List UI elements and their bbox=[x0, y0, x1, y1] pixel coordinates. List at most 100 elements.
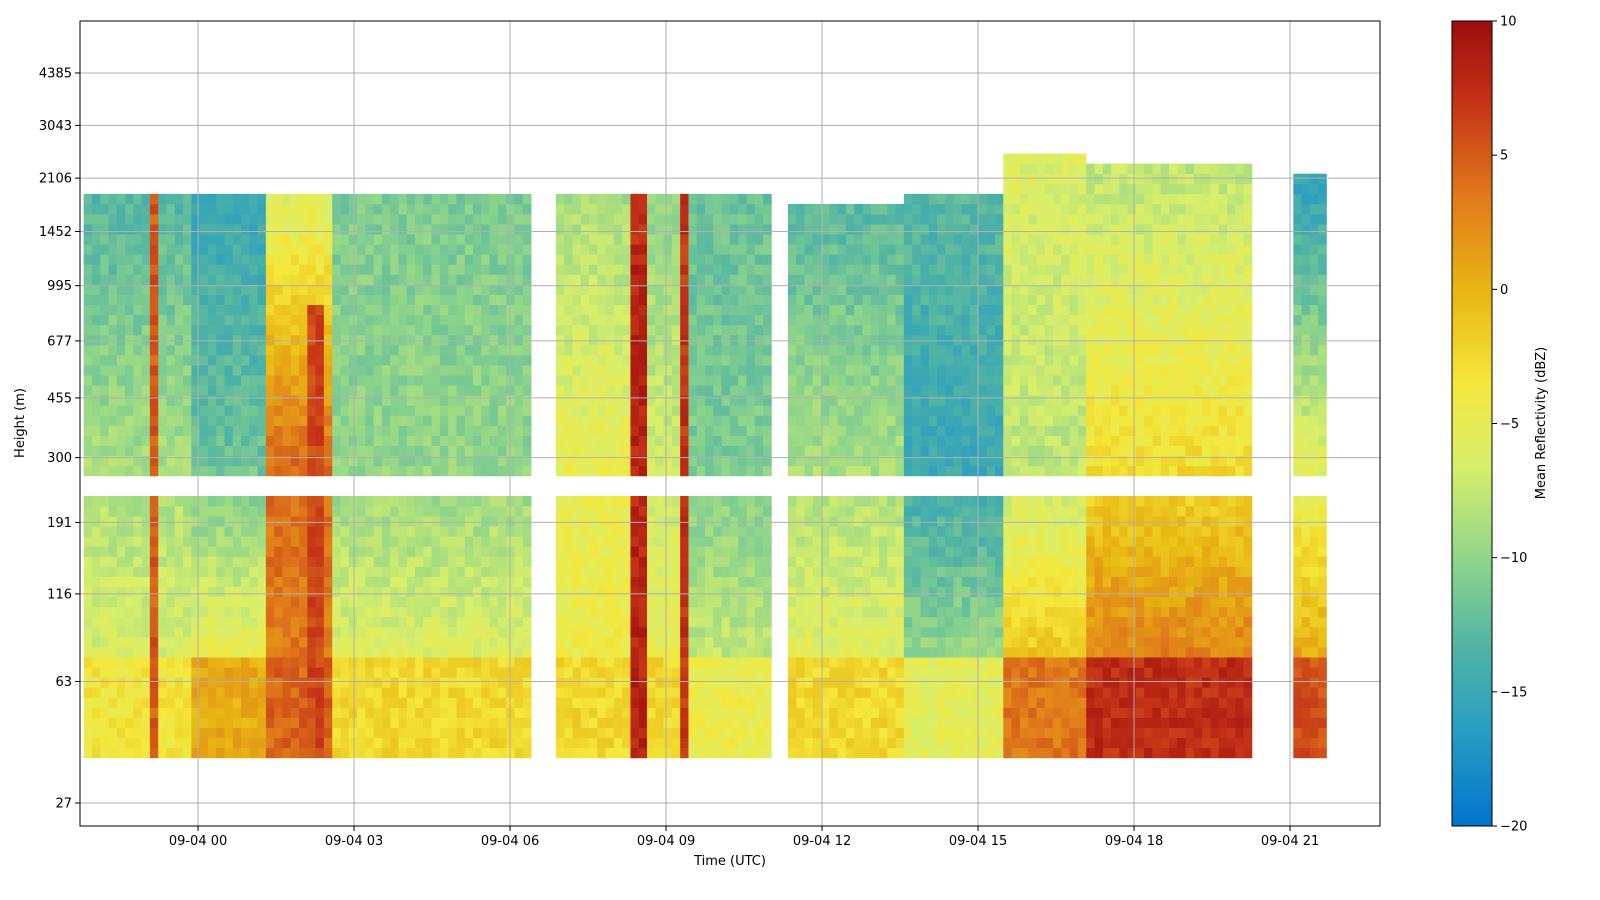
heatmap-cell bbox=[879, 365, 888, 376]
heatmap-cell bbox=[497, 707, 507, 718]
heatmap-cell bbox=[249, 707, 259, 718]
heatmap-cell bbox=[680, 647, 689, 658]
heatmap-cell bbox=[497, 546, 507, 557]
heatmap-cell bbox=[605, 365, 615, 376]
heatmap-cell bbox=[613, 707, 623, 718]
heatmap-cell bbox=[605, 647, 615, 658]
heatmap-cell bbox=[613, 566, 623, 577]
heatmap-cell bbox=[879, 445, 888, 457]
heatmap-cell bbox=[415, 626, 424, 638]
heatmap-cell bbox=[373, 234, 383, 245]
heatmap-cell bbox=[415, 546, 424, 557]
heatmap-cell bbox=[348, 385, 358, 396]
heatmap-cell bbox=[116, 415, 126, 426]
heatmap-cell bbox=[589, 657, 598, 668]
heatmap-cell bbox=[845, 284, 855, 295]
heatmap-cell bbox=[415, 224, 424, 235]
heatmap-cell bbox=[564, 395, 573, 406]
heatmap-cell bbox=[597, 395, 607, 406]
heatmap-cell bbox=[116, 344, 126, 356]
heatmap-cell bbox=[473, 526, 482, 537]
heatmap-cell bbox=[705, 264, 714, 275]
heatmap-cell bbox=[638, 727, 648, 739]
heatmap-cell bbox=[787, 737, 797, 749]
heatmap-cell bbox=[746, 365, 756, 376]
heatmap-cell bbox=[671, 576, 681, 588]
heatmap-cell bbox=[812, 636, 822, 648]
heatmap-cell bbox=[257, 536, 267, 547]
heatmap-cell bbox=[605, 385, 615, 396]
heatmap-cell bbox=[613, 193, 623, 205]
heatmap-cell bbox=[307, 405, 317, 416]
heatmap-cell bbox=[647, 344, 656, 356]
heatmap-cell bbox=[141, 516, 151, 527]
heatmap-cell bbox=[207, 425, 217, 436]
heatmap-cell bbox=[787, 616, 797, 628]
heatmap-cell bbox=[373, 546, 383, 557]
heatmap-cell bbox=[572, 274, 582, 285]
heatmap-cell bbox=[746, 626, 756, 638]
heatmap-cell bbox=[332, 626, 341, 638]
heatmap-cell bbox=[456, 264, 466, 275]
heatmap-cell bbox=[879, 213, 888, 225]
heatmap-cell bbox=[564, 284, 573, 295]
heatmap-cell bbox=[796, 727, 805, 739]
heatmap-cell bbox=[290, 737, 300, 749]
heatmap-cell bbox=[274, 415, 283, 426]
heatmap-cell bbox=[174, 697, 184, 708]
heatmap-cell bbox=[605, 193, 615, 205]
heatmap-cell bbox=[613, 415, 623, 426]
heatmap-cell bbox=[862, 425, 872, 436]
heatmap-cell bbox=[879, 425, 888, 436]
heatmap-cell bbox=[282, 566, 292, 577]
heatmap-cell bbox=[555, 254, 565, 265]
heatmap-cell bbox=[232, 234, 242, 245]
heatmap-cell bbox=[257, 677, 267, 688]
heatmap-cell bbox=[721, 224, 731, 235]
heatmap-cell bbox=[108, 405, 118, 416]
heatmap-cell bbox=[787, 727, 797, 739]
heatmap-cell bbox=[216, 324, 225, 336]
heatmap-cell bbox=[406, 203, 416, 215]
heatmap-cell bbox=[580, 354, 590, 366]
heatmap-cell bbox=[340, 395, 350, 406]
heatmap-cell bbox=[315, 657, 325, 668]
heatmap-cell bbox=[282, 395, 292, 406]
heatmap-cell bbox=[622, 737, 631, 749]
heatmap-cell bbox=[257, 415, 267, 426]
heatmap-cell bbox=[249, 415, 259, 426]
heatmap-cell bbox=[680, 344, 689, 356]
heatmap-cell bbox=[746, 425, 756, 436]
heatmap-cell bbox=[315, 213, 325, 225]
heatmap-cell bbox=[357, 375, 366, 386]
heatmap-cell bbox=[290, 234, 300, 245]
heatmap-cell bbox=[83, 314, 93, 326]
heatmap-cell bbox=[580, 294, 590, 306]
heatmap-cell bbox=[91, 465, 101, 477]
heatmap-cell bbox=[729, 526, 739, 537]
heatmap-cell bbox=[514, 254, 524, 265]
heatmap-cell bbox=[555, 395, 565, 406]
heatmap-cell bbox=[290, 717, 300, 728]
heatmap-cell bbox=[381, 425, 391, 436]
heatmap-cell bbox=[406, 375, 416, 386]
heatmap-cell bbox=[365, 506, 375, 517]
heatmap-cell bbox=[754, 455, 764, 467]
heatmap-cell bbox=[249, 224, 259, 235]
heatmap-cell bbox=[216, 657, 225, 668]
heatmap-cell bbox=[671, 405, 681, 416]
heatmap-cell bbox=[91, 284, 101, 295]
heatmap-cell bbox=[108, 566, 118, 577]
heatmap-cell bbox=[555, 697, 565, 708]
heatmap-cell bbox=[746, 294, 756, 306]
heatmap-cell bbox=[688, 264, 698, 275]
heatmap-cell bbox=[572, 334, 582, 346]
heatmap-cell bbox=[663, 717, 673, 728]
heatmap-cell bbox=[257, 435, 267, 447]
heatmap-cell bbox=[191, 697, 201, 708]
heatmap-cell bbox=[323, 596, 333, 608]
heatmap-cell bbox=[265, 697, 275, 708]
heatmap-cell bbox=[216, 304, 225, 316]
heatmap-cell bbox=[680, 616, 689, 628]
heatmap-cell bbox=[125, 495, 134, 507]
